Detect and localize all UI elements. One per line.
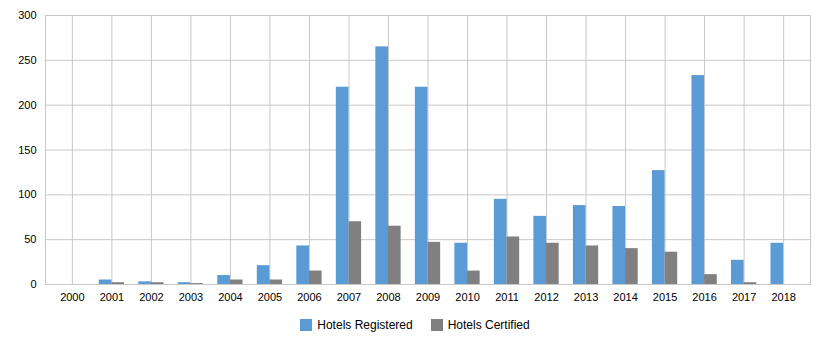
svg-text:2007: 2007 <box>337 291 361 303</box>
svg-text:2008: 2008 <box>376 291 400 303</box>
svg-text:2016: 2016 <box>692 291 716 303</box>
svg-text:2018: 2018 <box>771 291 795 303</box>
svg-text:2003: 2003 <box>179 291 203 303</box>
html-text:Hotels Registered: Hotels Registered <box>317 318 413 332</box>
svg-text:250: 250 <box>18 54 36 66</box>
svg-text:2004: 2004 <box>218 291 242 303</box>
svg-text:2013: 2013 <box>574 291 598 303</box>
svg-text:2001: 2001 <box>100 291 124 303</box>
svg-text:2005: 2005 <box>258 291 282 303</box>
html-text:Hotels Certified: Hotels Certified <box>447 318 530 332</box>
svg-text:50: 50 <box>24 233 36 245</box>
svg-text:0: 0 <box>30 278 36 290</box>
svg-text:2010: 2010 <box>455 291 479 303</box>
svg-text:2006: 2006 <box>297 291 321 303</box>
svg-text:100: 100 <box>18 188 36 200</box>
svg-text:2011: 2011 <box>495 291 519 303</box>
svg-text:2017: 2017 <box>732 291 756 303</box>
svg-text:300: 300 <box>18 9 36 21</box>
svg-text:2012: 2012 <box>534 291 558 303</box>
svg-text:2009: 2009 <box>416 291 440 303</box>
svg-text:200: 200 <box>18 99 36 111</box>
svg-text:150: 150 <box>18 144 36 156</box>
svg-text:2015: 2015 <box>653 291 677 303</box>
svg-text:2000: 2000 <box>60 291 84 303</box>
svg-text:2014: 2014 <box>613 291 637 303</box>
svg-text:2002: 2002 <box>139 291 163 303</box>
